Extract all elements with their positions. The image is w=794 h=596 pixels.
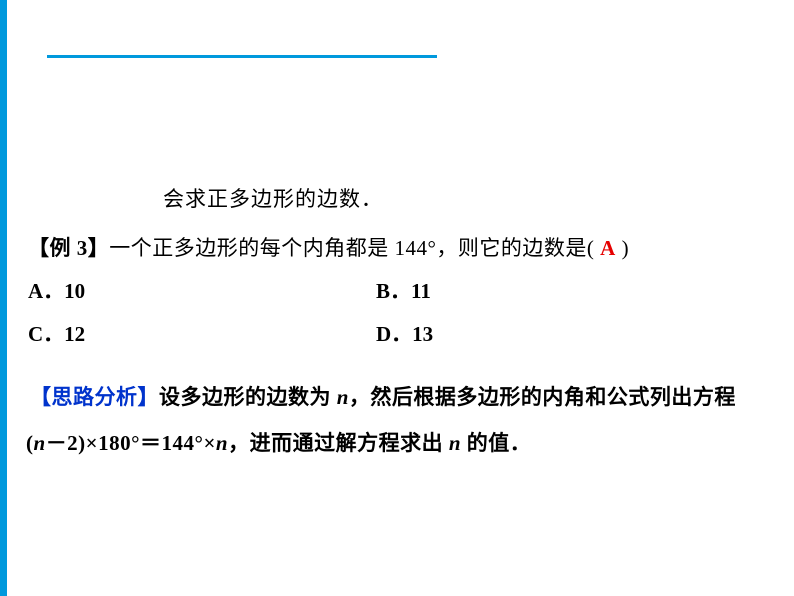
analysis-l1-p1: 设多边形的边数为 xyxy=(159,385,337,409)
analysis-l2-n1: n xyxy=(34,431,46,455)
option-a: A．10 xyxy=(28,275,85,305)
analysis-l1-p2: ，然后根据多边形的内角和公式列出方程 xyxy=(349,385,736,409)
analysis-l1-n1: n xyxy=(337,385,349,409)
analysis-line2: (n－2)×180°＝144°×n，进而通过解方程求出 n 的值． xyxy=(26,427,531,457)
question-line: 【例 3】一个正多边形的每个内角都是 144°，则它的边数是( A ) xyxy=(28,232,629,262)
option-d: D．13 xyxy=(376,318,433,348)
question-answer: A xyxy=(600,236,616,260)
question-text-after: ) xyxy=(622,236,630,260)
subtitle-text: 会求正多边形的边数． xyxy=(163,183,383,213)
analysis-l2-p3: ，进而通过解方程求出 xyxy=(228,431,449,455)
analysis-l2-n3: n xyxy=(449,431,461,455)
question-text-before: 一个正多边形的每个内角都是 144°，则它的边数是( xyxy=(109,236,594,260)
analysis-label: 【思路分析】 xyxy=(30,385,159,409)
analysis-l2-n2: n xyxy=(216,431,228,455)
left-accent-bar xyxy=(0,0,7,596)
analysis-l2-p2: －2)×180°＝144°× xyxy=(46,431,216,455)
analysis-l2-p1: ( xyxy=(26,431,34,455)
analysis-line1: 【思路分析】设多边形的边数为 n，然后根据多边形的内角和公式列出方程 xyxy=(30,381,736,411)
analysis-l2-p4: 的值． xyxy=(461,431,531,455)
option-c: C．12 xyxy=(28,318,85,348)
option-b: B．11 xyxy=(376,275,431,305)
title-underline xyxy=(47,55,437,58)
question-label: 【例 3】 xyxy=(28,236,109,260)
